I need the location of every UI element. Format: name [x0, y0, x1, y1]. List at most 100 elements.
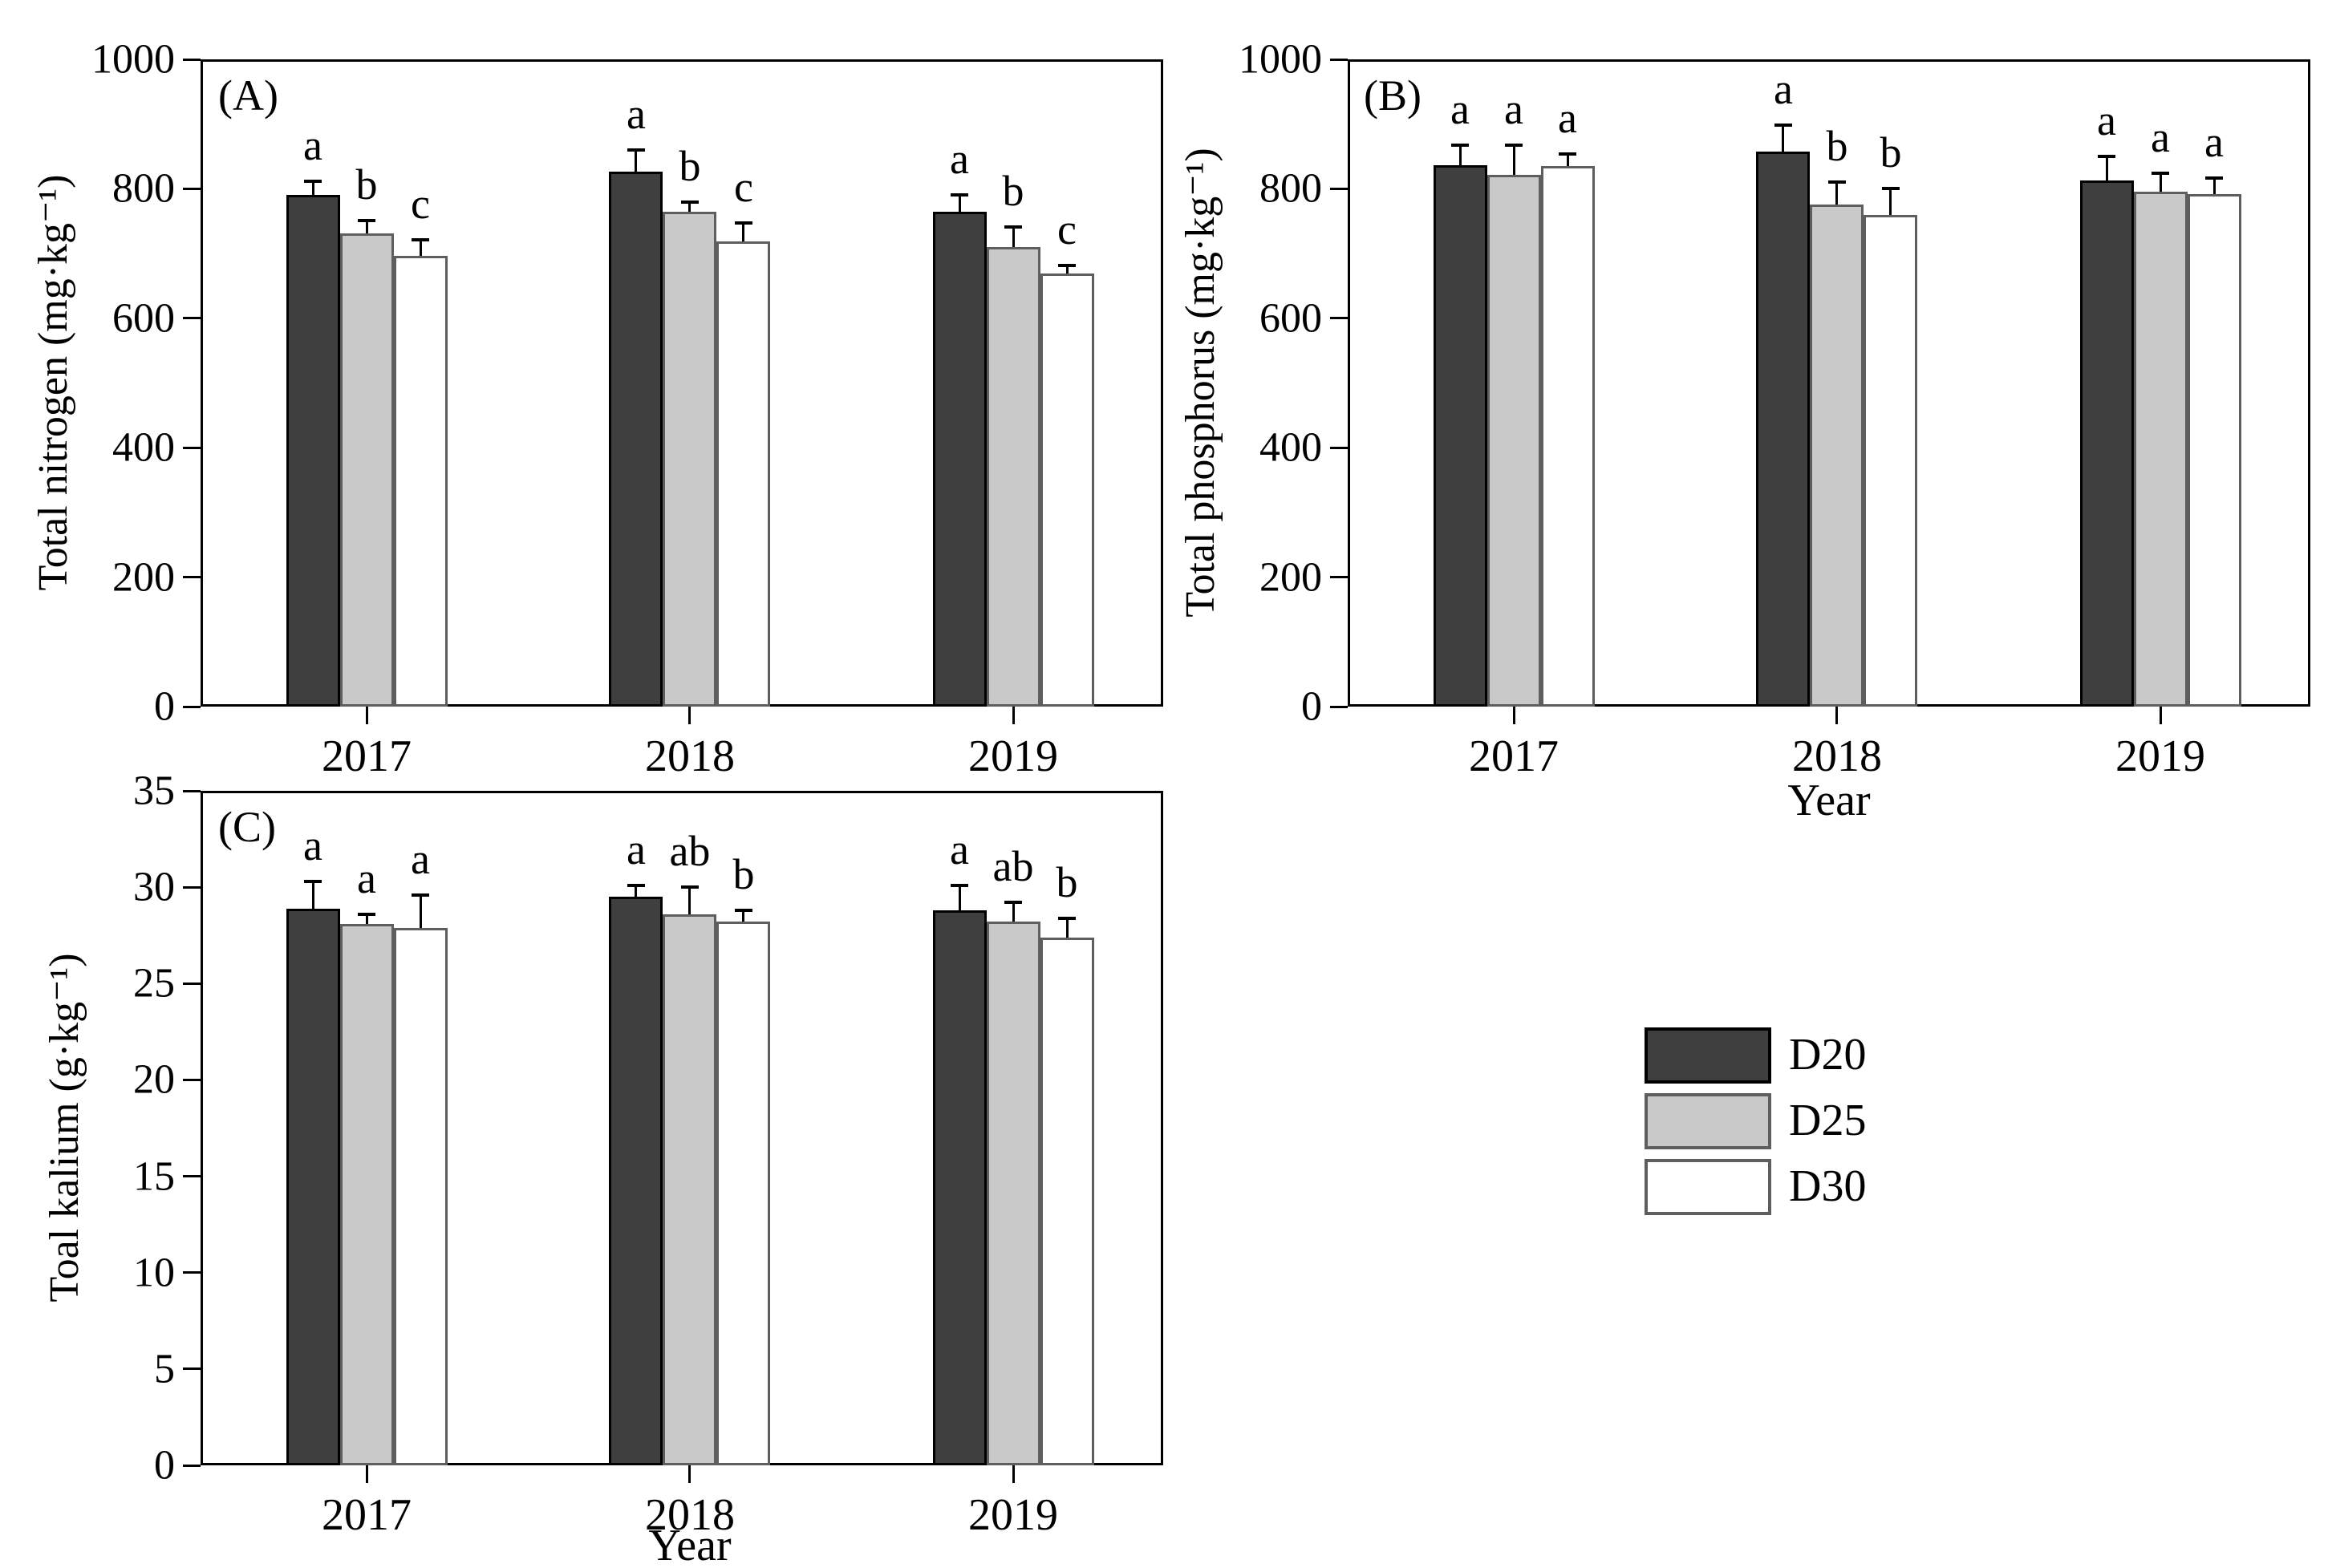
bar-d20-2019: [2079, 180, 2134, 707]
y-tick-mark: [183, 1175, 201, 1178]
significance-letter: a: [950, 825, 970, 873]
error-bar-line: [688, 201, 692, 212]
y-tick-label: 10: [133, 1250, 175, 1296]
error-bar-line: [1458, 145, 1462, 165]
significance-letter: a: [357, 853, 376, 902]
x-category-label: 2017: [322, 1490, 412, 1540]
error-bar-cap: [1058, 916, 1077, 920]
error-bar-line: [1012, 902, 1015, 922]
y-tick-label: 200: [1259, 554, 1322, 601]
error-bar-line: [1889, 188, 1892, 215]
significance-letter: a: [303, 820, 322, 869]
y-tick-label: 1000: [1239, 36, 1322, 83]
legend-label-d25: D25: [1789, 1096, 1867, 1145]
error-bar-line: [1065, 265, 1069, 274]
error-bar-cap: [680, 200, 699, 204]
error-bar-cap: [1505, 144, 1523, 148]
error-bar-line: [2159, 173, 2162, 192]
y-tick-mark: [183, 187, 201, 190]
y-tick-label: 25: [133, 960, 175, 1007]
y-tick-label: 30: [133, 864, 175, 910]
bar-d30-2018: [1864, 214, 1918, 707]
error-bar-line: [2105, 156, 2108, 180]
x-category-label: 2019: [968, 731, 1059, 781]
significance-letter: c: [1057, 205, 1077, 254]
error-bar-cap: [1451, 144, 1469, 148]
significance-letter: ab: [992, 842, 1034, 891]
y-tick-mark: [1330, 58, 1348, 61]
significance-letter: a: [1558, 93, 1577, 142]
error-bar-line: [365, 914, 368, 924]
bar-d25-2017: [339, 233, 394, 707]
y-tick-label: 600: [112, 295, 175, 342]
bar-d30-2019: [1040, 937, 1094, 1465]
x-tick-mark: [1012, 707, 1015, 724]
error-bar-cap: [734, 221, 752, 225]
error-bar-cap: [304, 879, 322, 883]
significance-letter: a: [2097, 96, 2117, 145]
x-category-label: 2019: [968, 1490, 1059, 1540]
x-tick-mark: [1512, 707, 1515, 724]
legend-swatch-d25: [1645, 1093, 1771, 1149]
y-tick-label: 5: [154, 1346, 175, 1392]
error-bar-line: [311, 180, 314, 196]
error-bar-line: [365, 220, 368, 234]
legend-swatch-d30: [1645, 1159, 1771, 1215]
significance-letter: a: [2151, 113, 2171, 162]
panel-a-tag: (A): [218, 71, 278, 120]
y-tick-mark: [183, 317, 201, 320]
y-tick-label: 400: [112, 424, 175, 471]
error-bar-line: [958, 885, 961, 910]
y-tick-label: 200: [112, 554, 175, 601]
y-tick-mark: [1330, 187, 1348, 190]
error-bar-cap: [1559, 152, 1576, 156]
y-tick-label: 800: [112, 165, 175, 212]
panel-b-x-axis-title: Year: [1787, 776, 1871, 825]
y-tick-mark: [183, 982, 201, 985]
y-tick-label: 1000: [91, 36, 175, 83]
bar-d25-2018: [663, 211, 717, 707]
bar-d25-2017: [339, 923, 394, 1465]
y-tick-label: 20: [133, 1056, 175, 1103]
error-bar-cap: [627, 148, 645, 152]
error-bar-cap: [412, 238, 429, 242]
error-bar-line: [419, 240, 422, 256]
significance-letter: a: [2204, 117, 2225, 166]
bar-d25-2019: [986, 922, 1040, 1465]
y-tick-mark: [183, 885, 201, 889]
bar-d20-2019: [932, 211, 987, 707]
x-tick-mark: [688, 707, 692, 724]
error-bar-line: [1512, 145, 1515, 175]
bar-d20-2018: [1756, 151, 1811, 707]
error-bar-cap: [2152, 172, 2170, 176]
error-bar-line: [688, 887, 692, 914]
panel-c-x-axis-title: Year: [648, 1521, 732, 1568]
x-category-label: 2019: [2115, 731, 2206, 781]
y-tick-label: 800: [1259, 165, 1322, 212]
y-tick-mark: [1330, 576, 1348, 579]
significance-letter: a: [626, 825, 646, 873]
bar-d20-2017: [286, 195, 340, 707]
y-tick-label: 600: [1259, 295, 1322, 342]
y-tick-mark: [1330, 317, 1348, 320]
panel-c-tag: (C): [218, 803, 276, 851]
significance-letter: a: [411, 834, 430, 883]
bar-d25-2018: [663, 914, 717, 1465]
bar-d20-2018: [609, 897, 663, 1465]
error-bar-cap: [2098, 155, 2116, 159]
significance-letter: a: [303, 120, 322, 169]
significance-letter: b: [1056, 857, 1078, 906]
error-bar-cap: [358, 218, 375, 222]
bar-d30-2019: [2187, 193, 2241, 707]
significance-letter: a: [1450, 85, 1470, 134]
significance-letter: b: [679, 141, 701, 190]
error-bar-line: [1782, 125, 1785, 152]
error-bar-cap: [1774, 124, 1792, 128]
y-tick-label: 0: [1301, 683, 1322, 730]
y-tick-mark: [183, 576, 201, 579]
y-tick-mark: [1330, 705, 1348, 708]
y-tick-mark: [183, 1271, 201, 1274]
bar-d20-2017: [286, 908, 340, 1465]
error-bar-cap: [1004, 901, 1023, 905]
